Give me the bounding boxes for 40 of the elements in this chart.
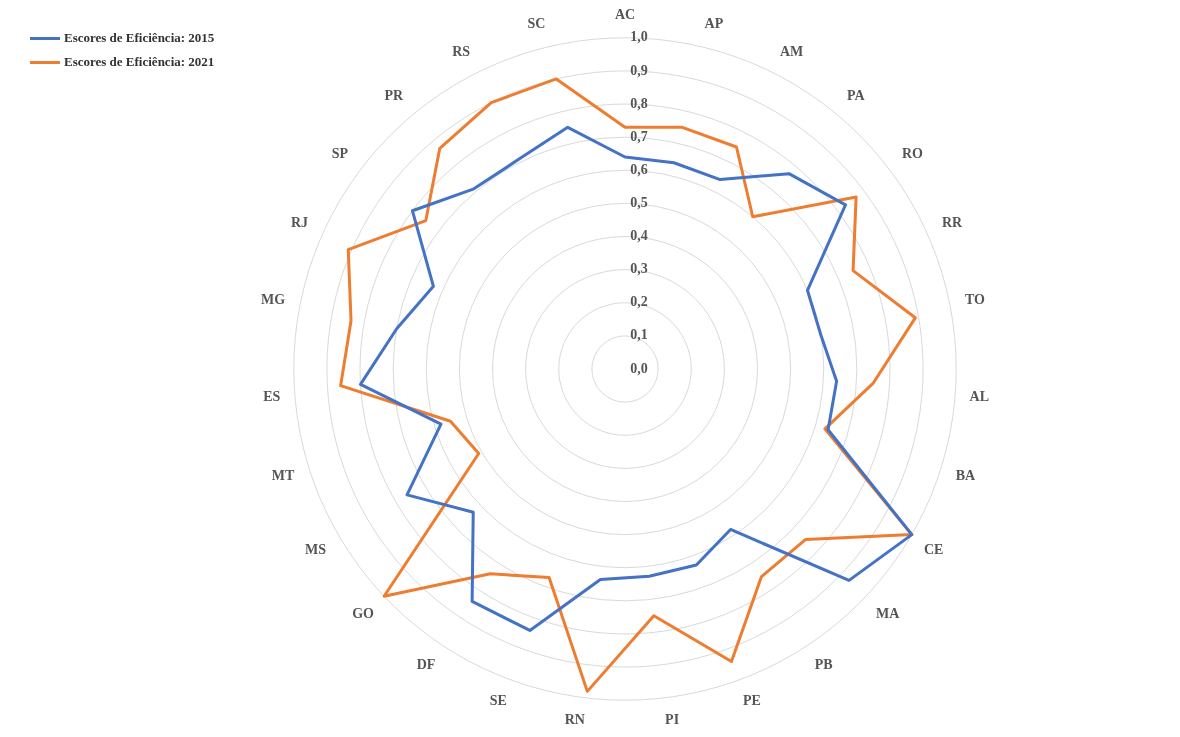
- spoke-label: DF: [416, 657, 436, 673]
- spoke-label: PR: [384, 87, 404, 103]
- spoke-label: CE: [923, 541, 944, 557]
- y-tick-label: 0,5: [630, 195, 648, 211]
- spoke-label: RO: [901, 146, 923, 162]
- spoke-label: BA: [955, 468, 977, 484]
- y-tick-label: 1,0: [630, 29, 648, 45]
- spoke-label: GO: [352, 605, 375, 621]
- y-tick-label: 0,1: [630, 327, 648, 343]
- spoke-label: AP: [704, 16, 724, 32]
- y-tick-label: 0,6: [630, 161, 648, 177]
- spoke-label: PB: [814, 657, 833, 673]
- spoke-label: PI: [665, 711, 680, 727]
- spoke-label: PE: [743, 693, 761, 709]
- spoke-label: RR: [941, 215, 964, 231]
- y-tick-label: 0,8: [630, 95, 648, 111]
- legend-label: Escores de Eficiência: 2015: [64, 30, 215, 46]
- spoke-label: RN: [564, 711, 585, 727]
- spoke-label: MS: [305, 541, 327, 557]
- spoke-label: RJ: [290, 215, 309, 231]
- y-tick-label: 0,4: [630, 228, 648, 244]
- spoke-label: MT: [271, 468, 295, 484]
- y-tick-label: 0,2: [630, 294, 648, 310]
- spoke-label: ES: [263, 389, 281, 405]
- spoke-label: MG: [260, 292, 286, 308]
- spoke-label: AC: [614, 7, 636, 23]
- spoke-label: RS: [452, 43, 471, 59]
- spoke-label: PA: [846, 87, 866, 103]
- spoke-label: MA: [876, 605, 901, 621]
- y-tick-label: 0,9: [630, 62, 648, 78]
- spoke-label: AL: [969, 389, 990, 405]
- legend-label: Escores de Eficiência: 2021: [64, 54, 215, 70]
- spoke-label: SP: [331, 146, 349, 162]
- y-tick-label: 0,0: [630, 360, 648, 376]
- spoke-label: SE: [489, 693, 507, 709]
- spoke-label: AM: [779, 43, 804, 59]
- y-tick-label: 0,7: [630, 128, 648, 144]
- spoke-label: SC: [527, 16, 546, 32]
- y-tick-label: 0,3: [630, 261, 648, 277]
- spoke-label: TO: [964, 292, 986, 308]
